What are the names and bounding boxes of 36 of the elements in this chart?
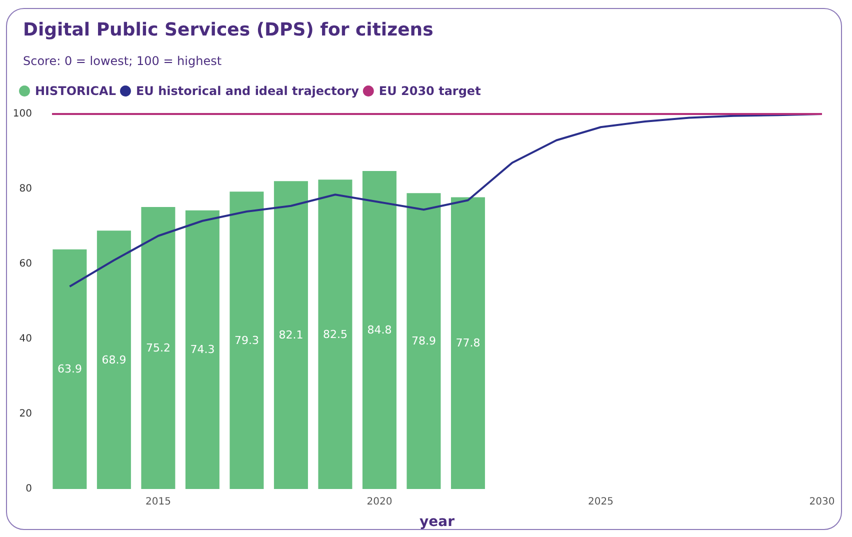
x-tick-label: 2030 — [809, 496, 835, 508]
legend-label: EU 2030 target — [378, 84, 482, 98]
x-tick-label: 2020 — [366, 496, 392, 508]
legend-label: EU historical and ideal trajectory — [136, 84, 360, 98]
y-tick-label: 80 — [19, 184, 32, 194]
data-label: 68.9 — [102, 353, 126, 366]
bar — [274, 181, 308, 489]
x-tick-label: 2015 — [145, 496, 171, 508]
y-tick-label: 100 — [12, 108, 32, 120]
bar — [406, 193, 441, 489]
data-label: 77.8 — [456, 336, 480, 350]
bar — [96, 230, 131, 489]
data-label: 82.1 — [278, 328, 304, 342]
y-tick-label: 40 — [19, 334, 32, 344]
chart-title: Digital Public Services (DPS) for citizens — [23, 20, 434, 40]
chart-subtitle: Score: 0 = lowest; 100 = highest — [23, 54, 222, 68]
legend-label: HISTORICAL — [35, 84, 116, 98]
y-tick-label: 0 — [26, 484, 32, 494]
bar — [450, 197, 485, 489]
x-tick-label: 2025 — [588, 496, 614, 508]
bar — [318, 180, 352, 489]
data-label: 63.9 — [57, 362, 82, 376]
data-label: 75.2 — [146, 342, 170, 354]
data-label: 78.9 — [411, 334, 436, 348]
data-label: 84.8 — [367, 324, 392, 336]
y-tick-label: 60 — [19, 258, 32, 270]
data-label: 82.5 — [322, 328, 348, 341]
bar — [230, 192, 264, 489]
bar — [362, 171, 396, 489]
x-axis-title: year — [420, 514, 455, 530]
data-label: 74.3 — [190, 343, 215, 356]
data-label: 79.3 — [234, 334, 259, 347]
bar — [185, 210, 220, 489]
y-tick-label: 20 — [19, 408, 32, 420]
bar — [141, 207, 176, 489]
bar — [52, 249, 87, 489]
